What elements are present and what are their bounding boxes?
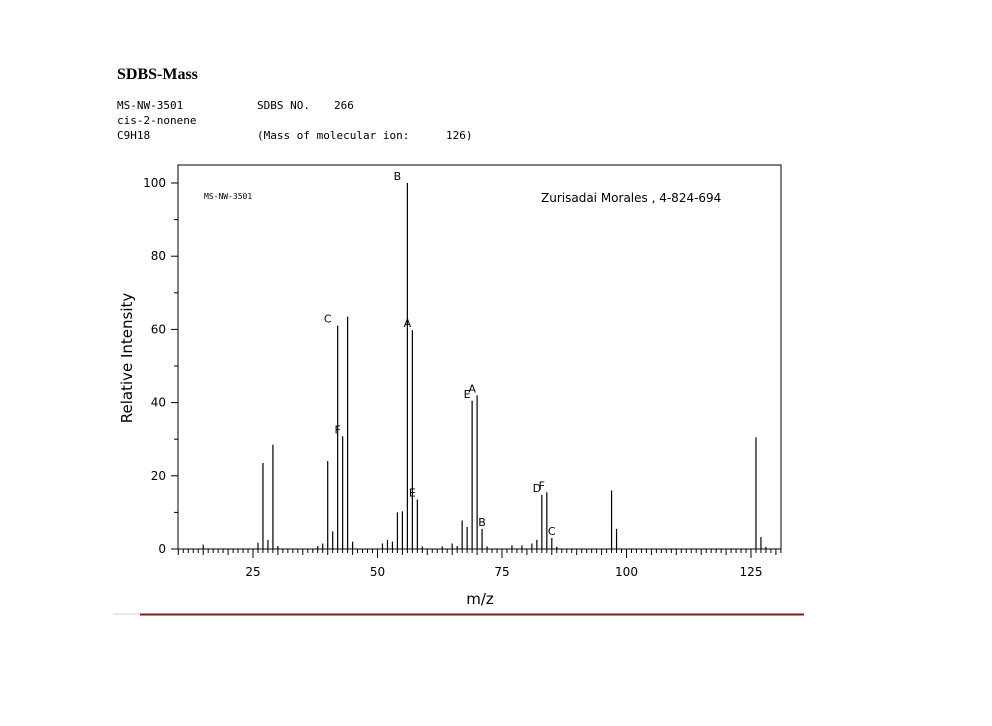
peak-label: B: [394, 170, 402, 183]
peak-label: C: [324, 313, 332, 326]
chart-annotation: Zurisadai Morales , 4-824-694: [541, 191, 721, 205]
x-axis-title: m/z: [466, 590, 494, 608]
inner-record-id: MS-NW-3501: [204, 192, 252, 201]
y-tick-label: 100: [143, 176, 166, 190]
peak-label: D: [533, 482, 541, 495]
y-tick-label: 40: [151, 396, 166, 410]
page-title: SDBS-Mass: [117, 66, 198, 83]
molecular-formula: C9H18: [117, 129, 151, 142]
peak-label: E: [464, 388, 471, 401]
peak-label: E: [409, 487, 416, 500]
peak-label: A: [404, 317, 412, 330]
x-tick-label: 75: [494, 565, 509, 579]
sdbs-no-label: SDBS NO.: [257, 99, 310, 112]
molecular-ion-text: (Mass of molecular ion:: [257, 129, 410, 142]
record-id: MS-NW-3501: [117, 99, 184, 112]
peak-label: F: [334, 423, 340, 436]
x-tick-label: 125: [740, 565, 763, 579]
peak-label: A: [468, 382, 476, 395]
sdbs-no-value: 266: [334, 99, 354, 112]
molecular-ion-value: 126): [446, 129, 473, 142]
y-tick-label: 80: [151, 249, 166, 263]
y-axis-title: Relative Intensity: [118, 293, 136, 424]
peak-label: F: [539, 479, 545, 492]
x-tick-label: 25: [245, 565, 260, 579]
peak-label: B: [478, 516, 486, 529]
x-tick-label: 100: [615, 565, 638, 579]
x-tick-label: 50: [370, 565, 385, 579]
compound-name: cis-2-nonene: [117, 114, 197, 127]
plot-frame: [177, 164, 782, 550]
y-tick-label: 20: [151, 469, 166, 483]
peak-label: C: [548, 525, 556, 538]
y-tick-label: 0: [158, 542, 166, 556]
y-tick-label: 60: [151, 322, 166, 336]
